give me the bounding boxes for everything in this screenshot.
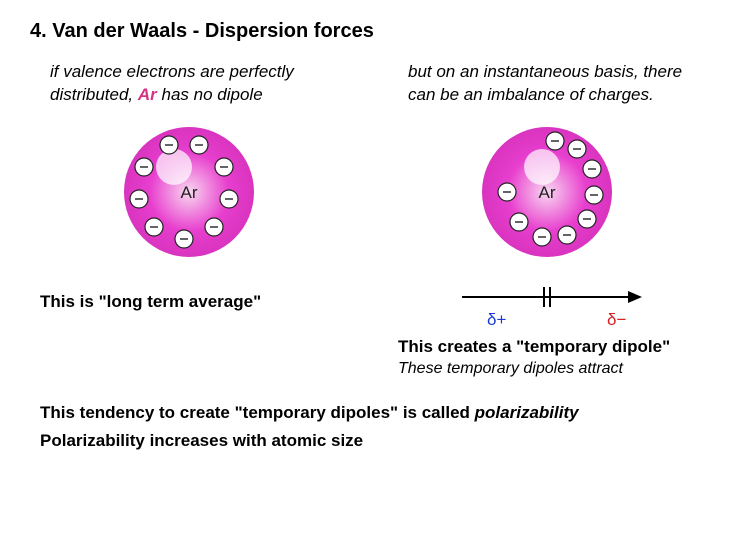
argon-atom-symmetric: Ar <box>119 127 259 267</box>
right-caption-italic: These temporary dipoles attract <box>388 360 706 378</box>
polarizability-term: polarizability <box>475 403 579 422</box>
argon-atom-asymmetric: Ar <box>477 127 617 267</box>
left-atom-diagram: Ar <box>30 127 348 267</box>
section-title: 4. Van der Waals - Dispersion forces <box>30 20 706 43</box>
footer-line-1: This tendency to create "temporary dipol… <box>40 403 706 423</box>
dipole-arrow-diagram: δ+ δ− <box>388 282 706 332</box>
footer-line-1-pre: This tendency to create "temporary dipol… <box>40 403 475 422</box>
svg-text:Ar: Ar <box>539 183 556 202</box>
right-column: but on an instantaneous basis, there can… <box>388 61 706 378</box>
footer-line-2: Polarizability increases with atomic siz… <box>40 431 706 451</box>
right-caption-bold: This creates a "temporary dipole" <box>388 337 706 357</box>
svg-text:δ−: δ− <box>607 310 626 329</box>
left-caption: This is "long term average" <box>30 292 348 312</box>
dipole-arrow-icon: δ+ δ− <box>447 282 647 332</box>
right-intro: but on an instantaneous basis, there can… <box>388 61 706 107</box>
left-intro: if valence electrons are perfectly distr… <box>30 61 348 107</box>
left-intro-post: has no dipole <box>157 85 263 104</box>
svg-text:δ+: δ+ <box>487 310 506 329</box>
ar-symbol-highlight: Ar <box>138 85 157 104</box>
footer-notes: This tendency to create "temporary dipol… <box>30 403 706 451</box>
right-atom-diagram: Ar <box>388 127 706 267</box>
left-column: if valence electrons are perfectly distr… <box>30 61 348 378</box>
svg-text:Ar: Ar <box>181 183 198 202</box>
diagram-columns: if valence electrons are perfectly distr… <box>30 61 706 378</box>
